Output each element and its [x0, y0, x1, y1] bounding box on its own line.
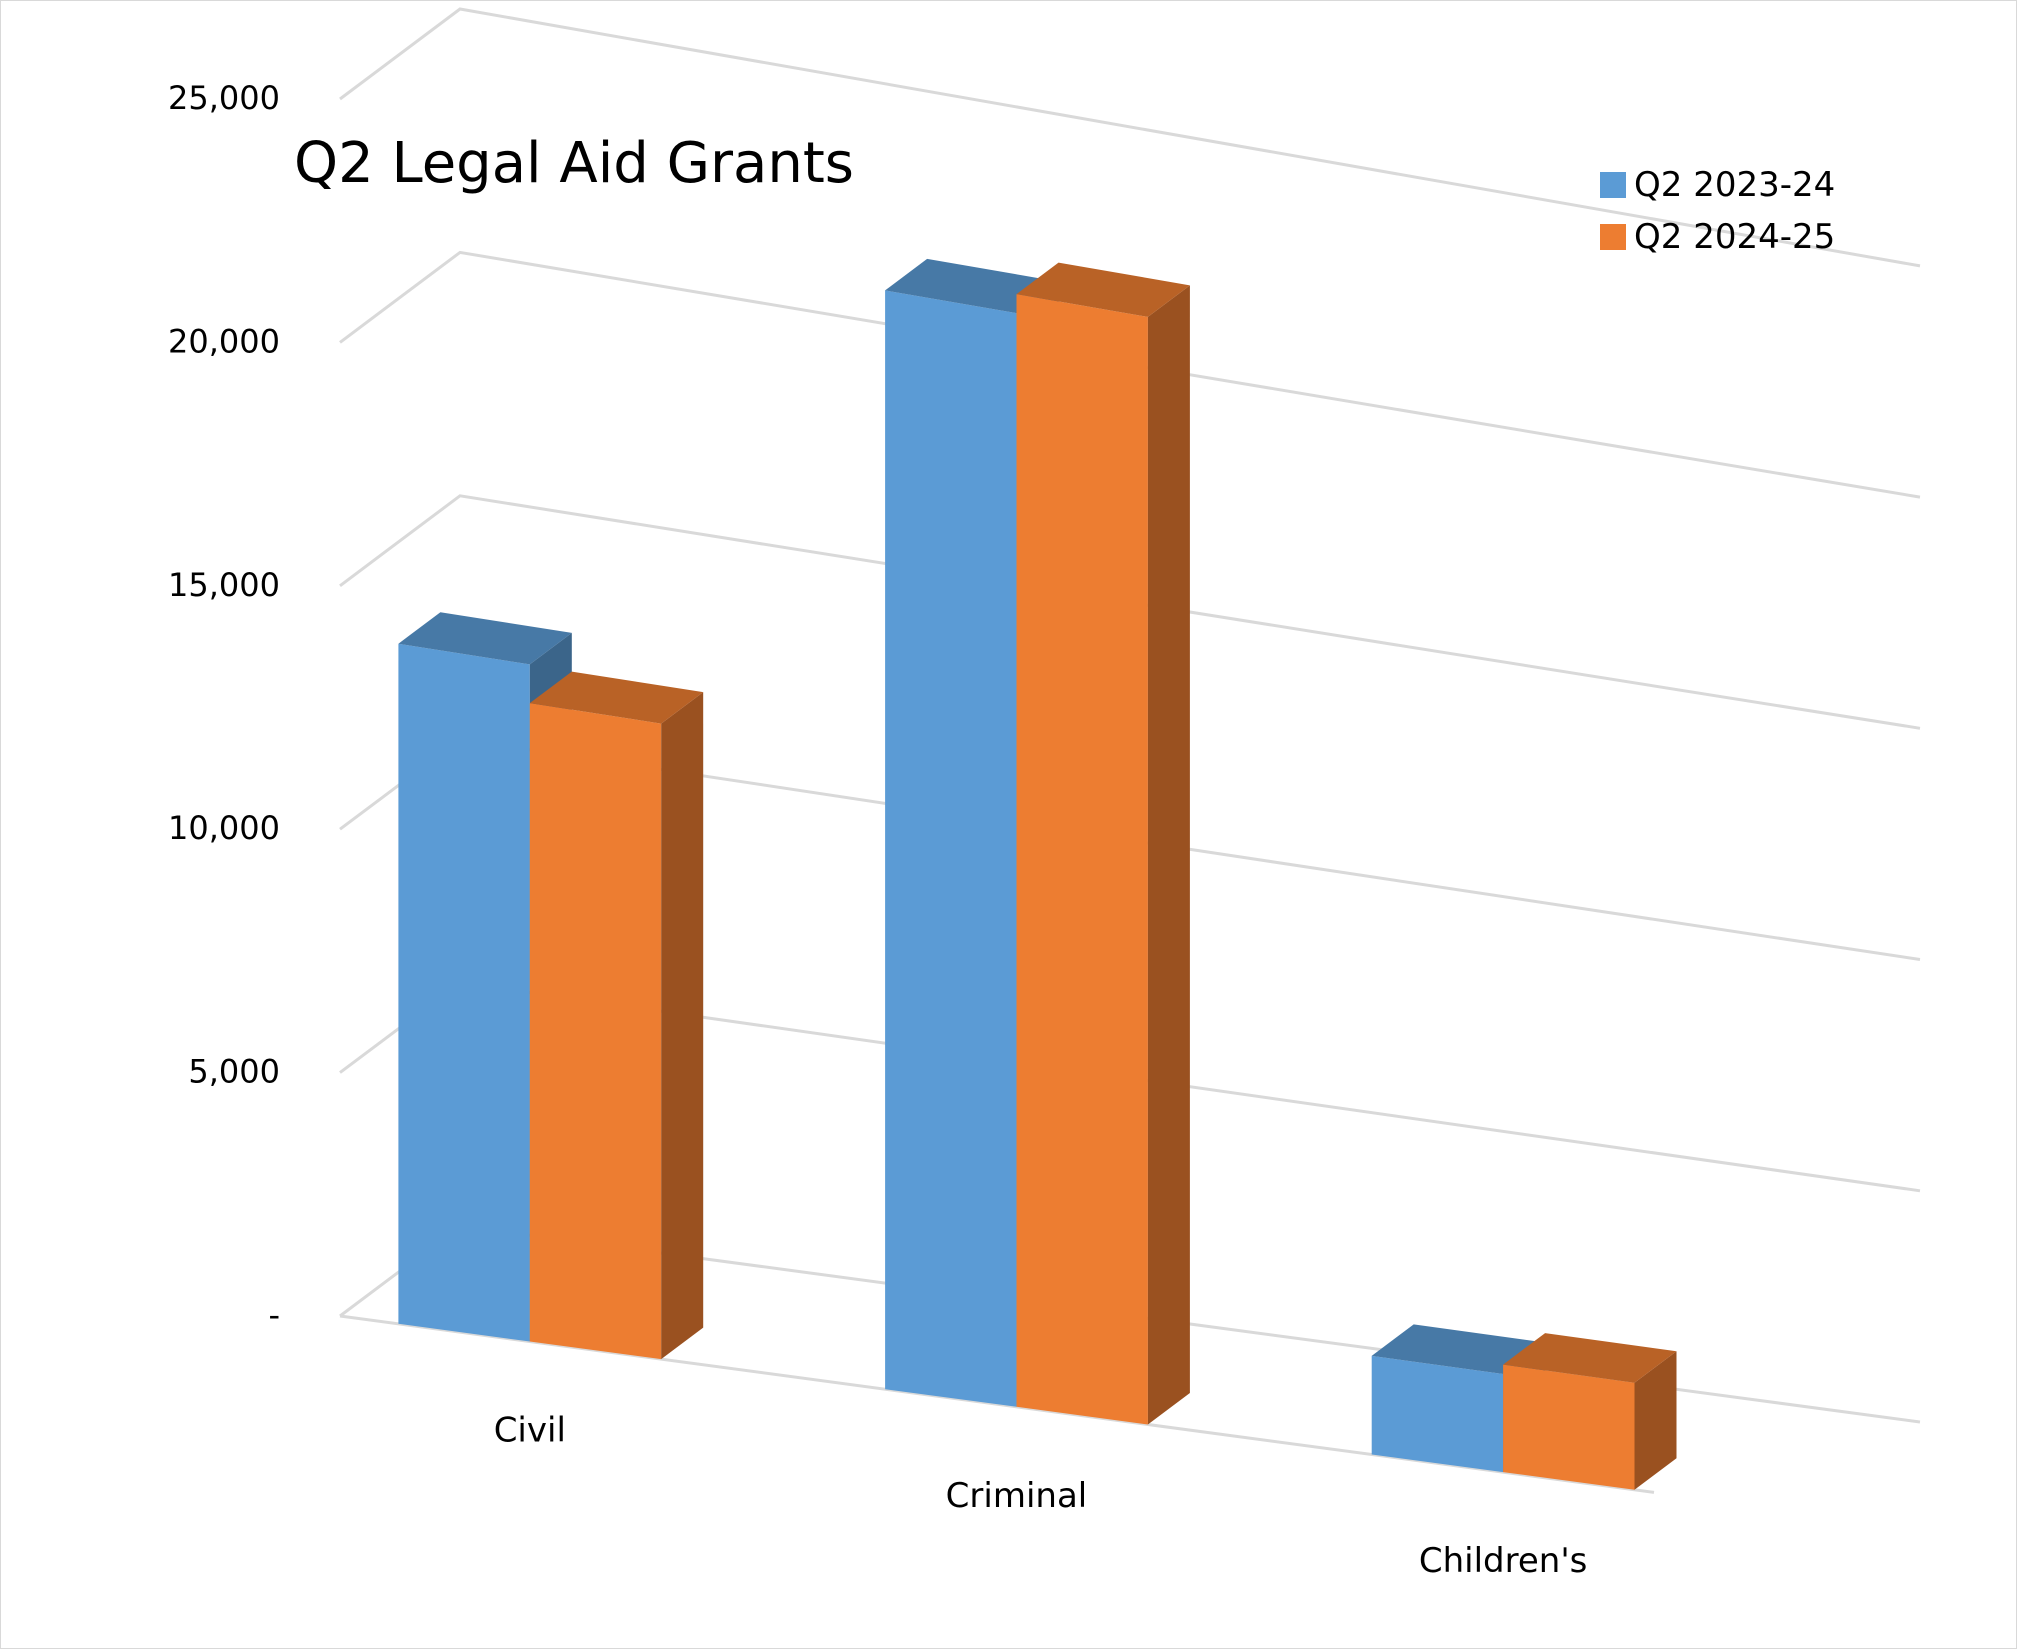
gridline	[339, 494, 1921, 730]
bar-side	[661, 692, 704, 1360]
legend: Q2 2023-24 Q2 2024-25	[1600, 165, 1835, 257]
legend-swatch	[1600, 172, 1626, 198]
bar-top	[885, 258, 1059, 314]
y-tick-label: 15,000	[168, 566, 280, 604]
bar-top	[1503, 1333, 1677, 1383]
bar-front	[398, 643, 530, 1342]
y-tick-label: 25,000	[168, 79, 280, 117]
chart-title: Q2 Legal Aid Grants	[294, 131, 854, 196]
gridline	[339, 250, 1921, 499]
bar-top	[1371, 1324, 1546, 1374]
bar-side	[1147, 285, 1190, 1425]
bar-front	[1503, 1364, 1635, 1490]
bar-front	[529, 703, 662, 1360]
bar-front	[1016, 294, 1148, 1425]
legend-label: Q2 2023-24	[1634, 165, 1835, 205]
y-tick-label: 10,000	[168, 809, 280, 847]
bar-top	[1016, 262, 1190, 317]
bar-top	[529, 671, 704, 724]
bar-side	[1634, 1351, 1677, 1490]
bars	[398, 258, 1677, 1490]
x-category-label: Children's	[1419, 1541, 1588, 1581]
gridline	[339, 7, 1921, 268]
x-category-label: Civil	[494, 1410, 566, 1450]
y-tick-label: 5,000	[188, 1053, 280, 1091]
x-axis-categories: Civil Criminal Children's	[494, 1410, 1588, 1581]
legend-swatch	[1600, 224, 1626, 250]
x-category-label: Criminal	[946, 1476, 1088, 1516]
bar-front	[1371, 1355, 1504, 1473]
legend-label: Q2 2024-25	[1634, 217, 1835, 257]
bar-front	[885, 290, 1017, 1407]
y-tick-label: -	[268, 1296, 280, 1334]
bar-top	[398, 612, 572, 665]
y-tick-label: 20,000	[168, 322, 280, 360]
y-axis-ticks: - 5,000 10,000 15,000 20,000 25,000	[168, 79, 280, 1334]
